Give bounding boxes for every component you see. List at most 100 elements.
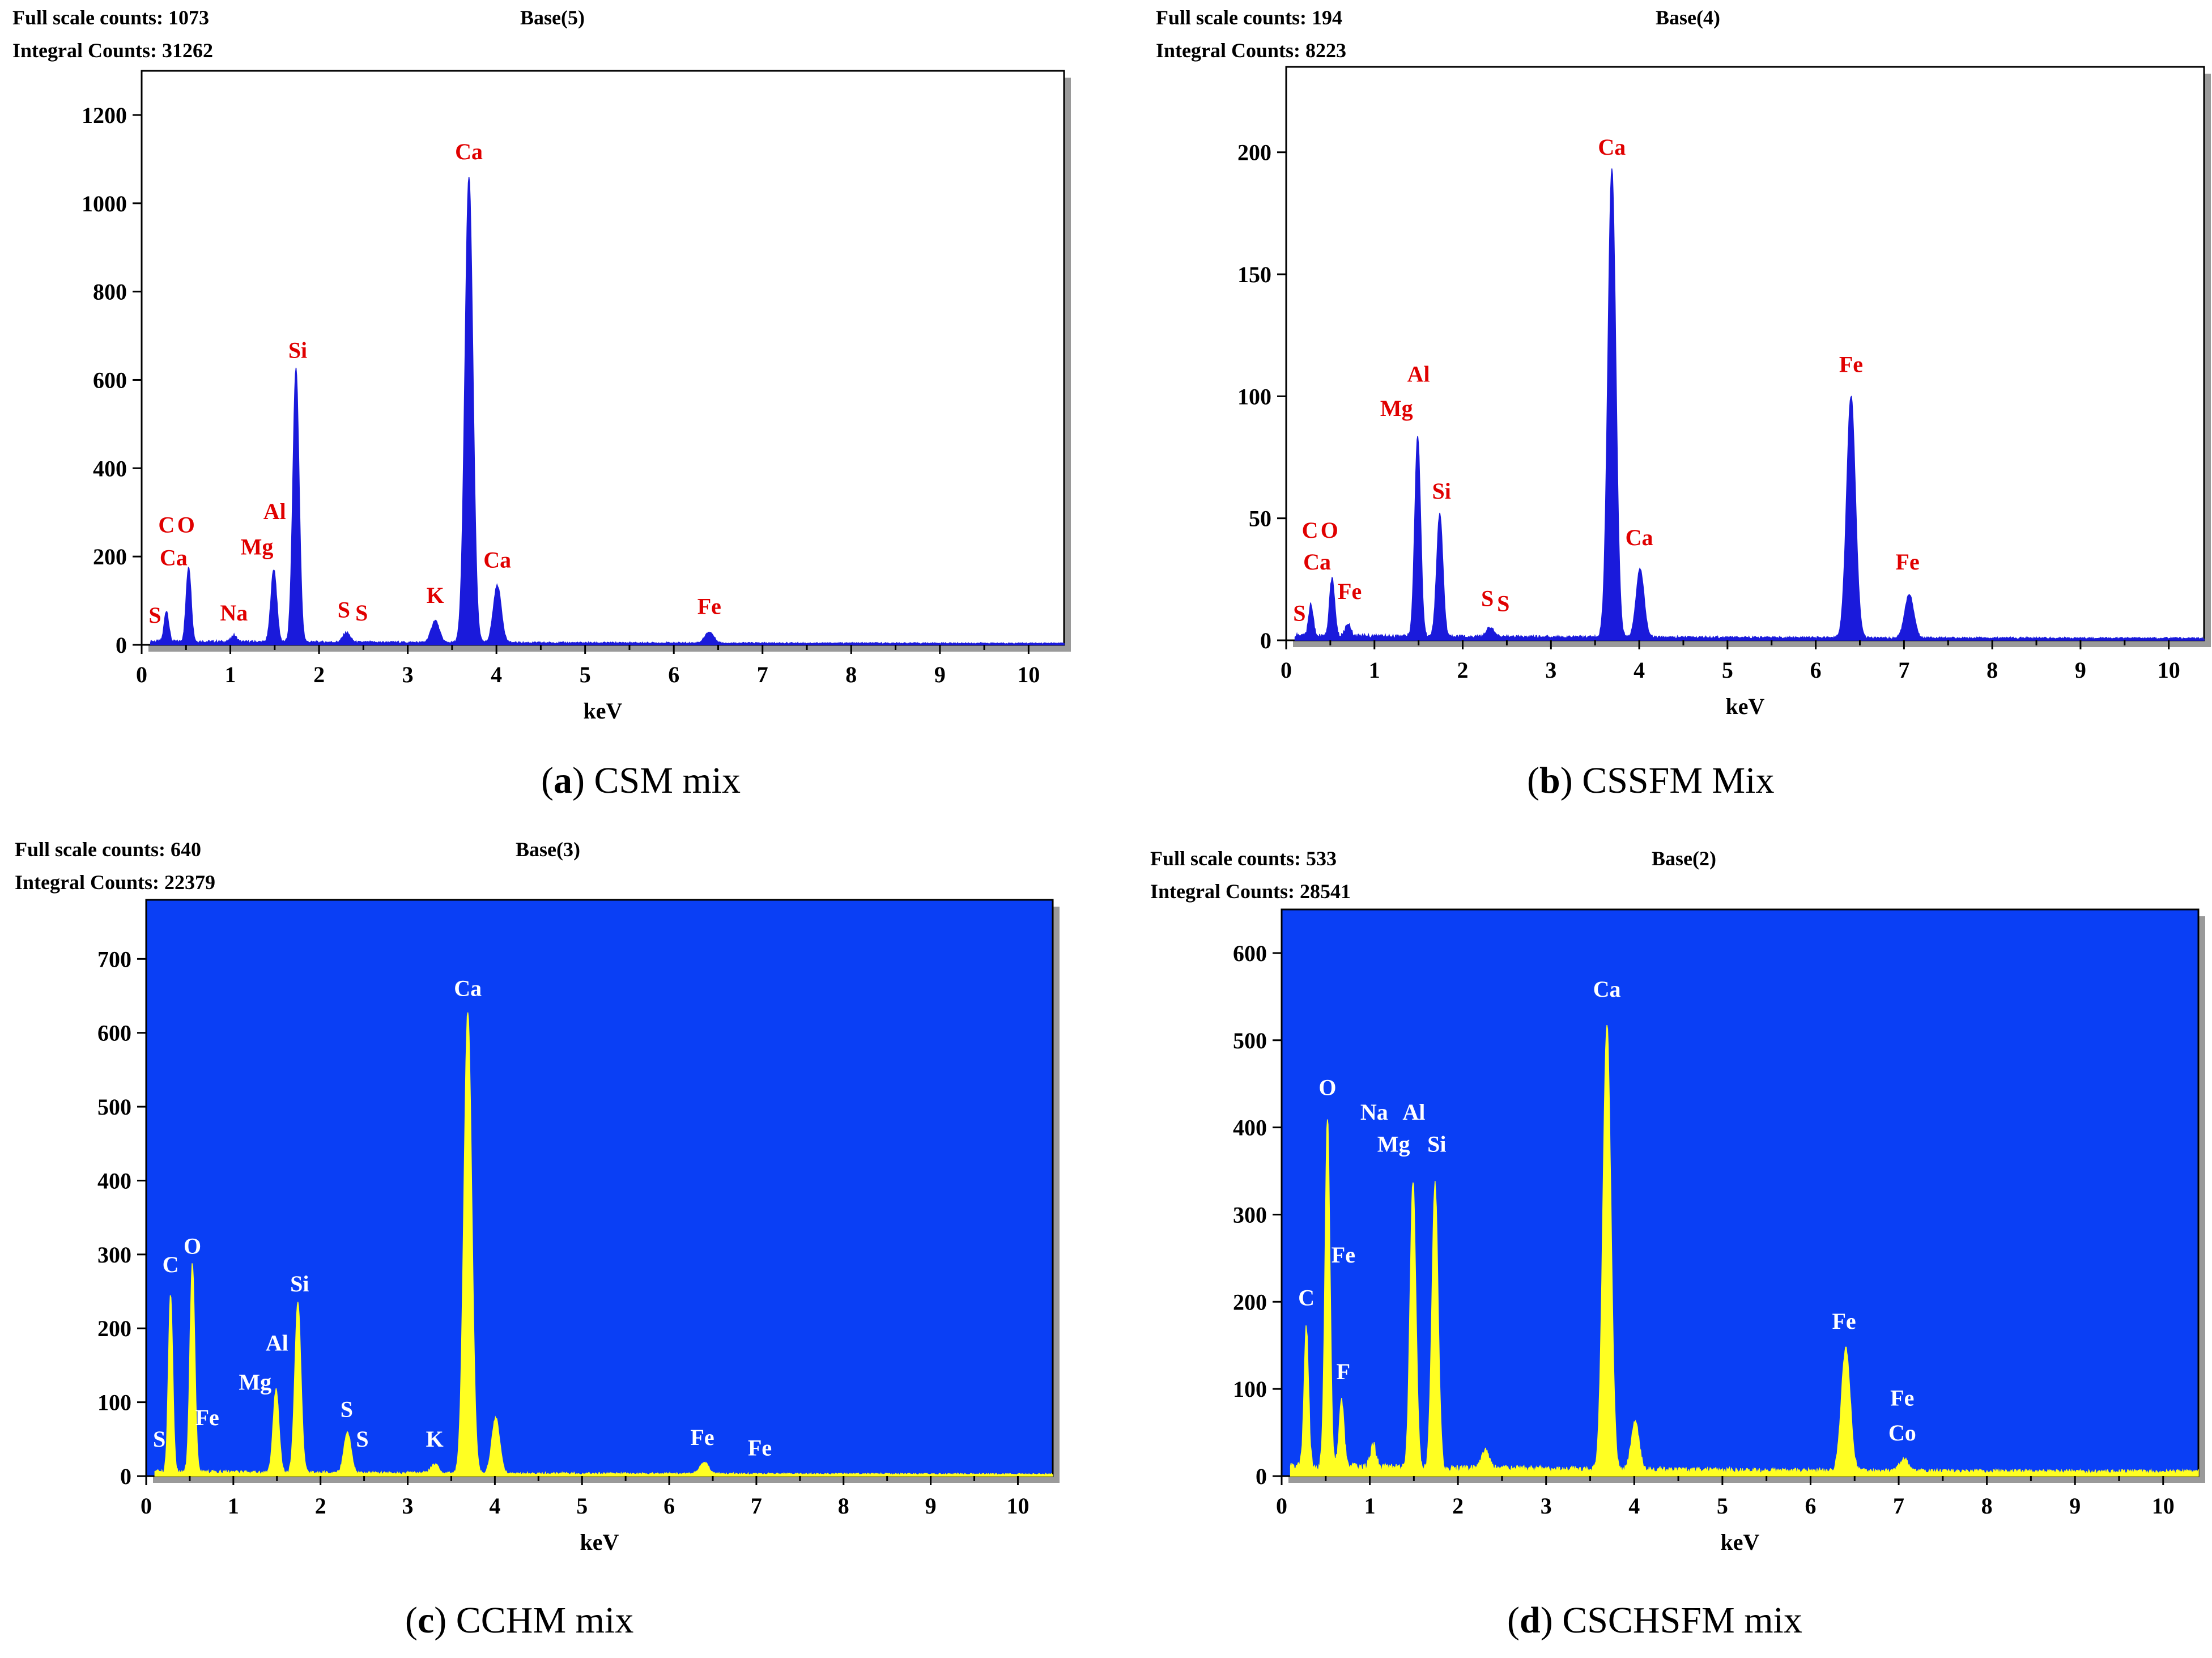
full-scale-value: 640 (171, 838, 201, 861)
x-tick-label: 6 (668, 662, 679, 687)
element-label: Na (220, 600, 248, 626)
integral-label: Integral Counts: (15, 871, 160, 894)
caption-text: CCHM mix (456, 1600, 634, 1641)
full-scale-label: Full scale counts: (12, 6, 163, 29)
y-tick-label: 100 (1233, 1376, 1267, 1402)
x-tick-label: 2 (315, 1493, 326, 1519)
x-tick-label: 5 (1722, 657, 1733, 683)
spectrum-series (150, 177, 1065, 645)
caption-text: CSSFM Mix (1582, 760, 1775, 801)
element-label: Mg (1377, 1132, 1410, 1157)
x-tick-label: 9 (2069, 1493, 2081, 1519)
plot-area (1281, 908, 2200, 1477)
chart-title-c: Base(3) (516, 838, 580, 861)
caption-text: CSCHSFM mix (1562, 1600, 1802, 1641)
y-tick-label: 500 (1233, 1028, 1267, 1053)
plot-area (1285, 66, 2205, 641)
plot-area (141, 70, 1065, 646)
caption-letter: b (1539, 760, 1560, 801)
x-tick-label: 5 (576, 1493, 588, 1519)
element-label: Ca (160, 545, 188, 571)
element-label: O (177, 512, 195, 537)
spectrum-series (1290, 1024, 2199, 1477)
x-tick-label: 5 (1717, 1493, 1728, 1519)
x-tick-label: 6 (1810, 657, 1822, 683)
x-tick-label: 4 (491, 662, 502, 687)
element-label: C (1302, 517, 1318, 543)
chart-title-d: Base(2) (1652, 847, 1716, 870)
full-scale-counts-b: Full scale counts: 194 (1156, 6, 1342, 29)
element-label: K (426, 1426, 444, 1452)
x-tick-label: 2 (1452, 1493, 1464, 1519)
element-label: Mg (1380, 396, 1413, 421)
x-tick-label: 10 (1006, 1493, 1029, 1519)
y-tick-label: 0 (1260, 628, 1271, 653)
x-tick-label: 0 (141, 1493, 152, 1519)
x-axis-label: keV (1726, 694, 1765, 719)
element-label: S (1293, 601, 1305, 626)
element-label: Al (1407, 362, 1430, 387)
y-tick-label: 0 (116, 632, 127, 658)
y-tick-label: 50 (1249, 506, 1271, 532)
full-scale-counts-c: Full scale counts: 640 (15, 837, 201, 861)
y-tick-label: 500 (97, 1094, 131, 1120)
element-label: O (1321, 517, 1338, 543)
x-tick-label: 7 (1898, 657, 1909, 683)
element-label: Al (1402, 1099, 1425, 1125)
x-tick-label: 7 (757, 662, 768, 687)
full-scale-value: 533 (1306, 847, 1337, 870)
element-label: Fe (1338, 579, 1362, 604)
element-label: Fe (195, 1405, 219, 1430)
element-label: S (148, 602, 161, 628)
y-tick-label: 1200 (82, 103, 127, 128)
caption-text: CSM mix (594, 760, 741, 801)
x-tick-label: 1 (1369, 657, 1380, 683)
y-tick-label: 400 (97, 1168, 131, 1193)
element-label: Fe (1890, 1385, 1914, 1410)
integral-counts-b: Integral Counts: 8223 (1156, 39, 1346, 62)
element-label: S (356, 1426, 368, 1452)
element-label: Al (263, 499, 286, 524)
x-tick-label: 10 (1017, 662, 1040, 687)
x-tick-label: 7 (1893, 1493, 1904, 1519)
x-axis-label: keV (584, 698, 623, 724)
element-label: F (1337, 1359, 1350, 1384)
y-tick-label: 150 (1237, 262, 1271, 287)
integral-value: 31262 (162, 39, 214, 62)
element-label: C (1298, 1285, 1315, 1310)
x-tick-label: 3 (402, 662, 414, 687)
full-scale-label: Full scale counts: (1150, 847, 1301, 870)
x-tick-label: 2 (1457, 657, 1469, 683)
y-tick-label: 200 (93, 544, 127, 569)
element-label: K (427, 583, 444, 608)
element-label: Fe (748, 1435, 772, 1460)
integral-label: Integral Counts: (12, 39, 158, 62)
x-tick-label: 2 (313, 662, 325, 687)
x-tick-label: 8 (1986, 657, 1998, 683)
element-label: Fe (690, 1425, 714, 1450)
element-label: S (1481, 586, 1494, 611)
integral-value: 8223 (1305, 39, 1347, 62)
y-tick-label: 600 (97, 1021, 131, 1046)
element-label: Na (1360, 1099, 1388, 1125)
caption-a: (a) CSM mix (541, 760, 741, 801)
x-tick-label: 3 (1541, 1493, 1552, 1519)
spectrum-series (1294, 168, 2205, 641)
x-tick-label: 8 (1981, 1493, 1993, 1519)
element-label: O (1318, 1075, 1336, 1100)
y-tick-label: 100 (1237, 384, 1271, 409)
chart-d: 0 100 200 300 400 500 600 0 1 2 3 4 5 6 7 8 9 10 keV C O Fe F N… (1233, 908, 2205, 1555)
element-label: Fe (697, 593, 721, 619)
y-tick-label: 300 (97, 1242, 131, 1268)
integral-value: 28541 (1300, 880, 1351, 903)
integral-counts-c: Integral Counts: 22379 (15, 870, 215, 894)
element-label: Ca (1598, 134, 1626, 160)
full-scale-counts-a: Full scale counts: 1073 (12, 6, 209, 29)
x-tick-label: 0 (1276, 1493, 1287, 1519)
x-tick-label: 1 (225, 662, 236, 687)
y-tick-label: 0 (1256, 1464, 1267, 1489)
x-tick-label: 0 (1281, 657, 1292, 683)
element-label: Mg (241, 534, 274, 559)
